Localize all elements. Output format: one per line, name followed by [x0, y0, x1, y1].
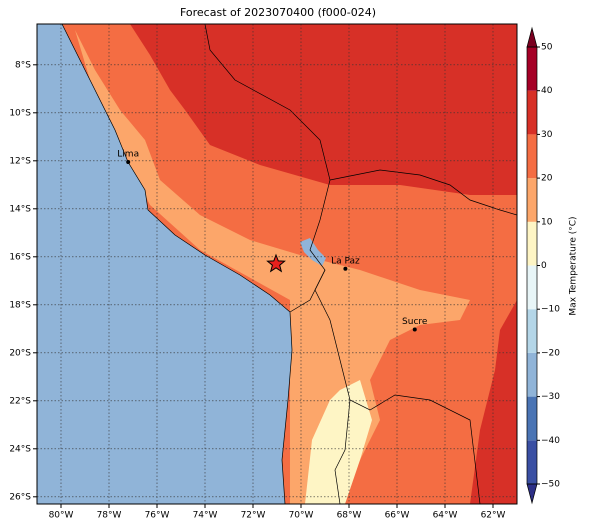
coastline: [61, 24, 293, 504]
colorbar-band: [527, 90, 537, 135]
x-tick-label: 66°W: [385, 511, 410, 521]
field-region: [470, 300, 517, 504]
colorbar-tick-label: 0: [541, 261, 547, 271]
x-tick-label: 78°W: [97, 511, 122, 521]
x-tick-label: 70°W: [289, 511, 314, 521]
lake-titicaca: [300, 238, 326, 266]
y-tick-label: 12°S: [9, 156, 31, 166]
country-border: [334, 399, 351, 504]
colorbar-tick-label: 20: [541, 174, 553, 184]
graticule: [37, 24, 517, 504]
colorbar-band: [527, 178, 537, 222]
x-tick-label: 76°W: [145, 511, 170, 521]
y-tick-label: 26°S: [9, 492, 31, 502]
colorbar-extend: [526, 26, 538, 48]
country-border: [289, 269, 326, 313]
x-tick-label: 72°W: [241, 511, 266, 521]
colorbar-tick-label: −50: [541, 480, 560, 490]
field-region: [305, 380, 372, 504]
ocean: [37, 24, 292, 504]
colorbar-tick-label: −30: [541, 392, 560, 402]
x-tick-label: 68°W: [337, 511, 362, 521]
field-region: [130, 24, 517, 195]
y-tick-label: 20°S: [9, 348, 31, 358]
colorbar-extend: [526, 483, 538, 505]
colorbar-band: [527, 309, 537, 353]
colorbar-tick-label: −20: [541, 348, 560, 358]
x-tick-label: 64°W: [433, 511, 458, 521]
colorbar-tick-label: 40: [541, 86, 553, 96]
colorbar-band: [527, 47, 537, 91]
colorbar-tick-label: −40: [541, 436, 560, 446]
x-tick-label: 74°W: [193, 511, 218, 521]
city-label: Lima: [117, 150, 139, 160]
y-tick-label: 14°S: [9, 204, 31, 214]
location-star: [266, 253, 286, 273]
colorbar-band: [527, 265, 537, 310]
city-label: La Paz: [331, 256, 360, 266]
colorbar-tick-label: 30: [541, 130, 553, 140]
city-dot: [126, 160, 131, 164]
colorbar-band: [527, 396, 537, 441]
y-tick-label: 24°S: [9, 444, 31, 454]
colorbar-label: Max Temperature (°C): [569, 216, 579, 315]
colorbar-band: [527, 352, 537, 397]
y-tick-label: 18°S: [9, 300, 31, 310]
y-tick-label: 10°S: [9, 108, 31, 118]
y-tick-label: 16°S: [9, 252, 31, 262]
map-title: Forecast of 2023070400 (f000-024): [180, 6, 376, 19]
colorbar-band: [527, 221, 537, 266]
city-dot: [343, 266, 348, 271]
y-tick-label: 22°S: [9, 396, 31, 406]
colorbar-tick-label: 10: [541, 217, 553, 227]
plot-frame: [36, 23, 518, 505]
city-dot: [412, 327, 417, 332]
city-label: Sucre: [402, 317, 428, 327]
colorbar-band: [527, 134, 537, 179]
colorbar-band: [527, 440, 537, 484]
y-tick-label: 8°S: [15, 60, 31, 70]
x-tick-label: 62°W: [481, 511, 506, 521]
colorbar-tick-label: −10: [541, 305, 560, 315]
x-tick-label: 80°W: [49, 511, 74, 521]
country-border: [329, 169, 517, 216]
colorbar-tick-label: 50: [541, 43, 553, 53]
